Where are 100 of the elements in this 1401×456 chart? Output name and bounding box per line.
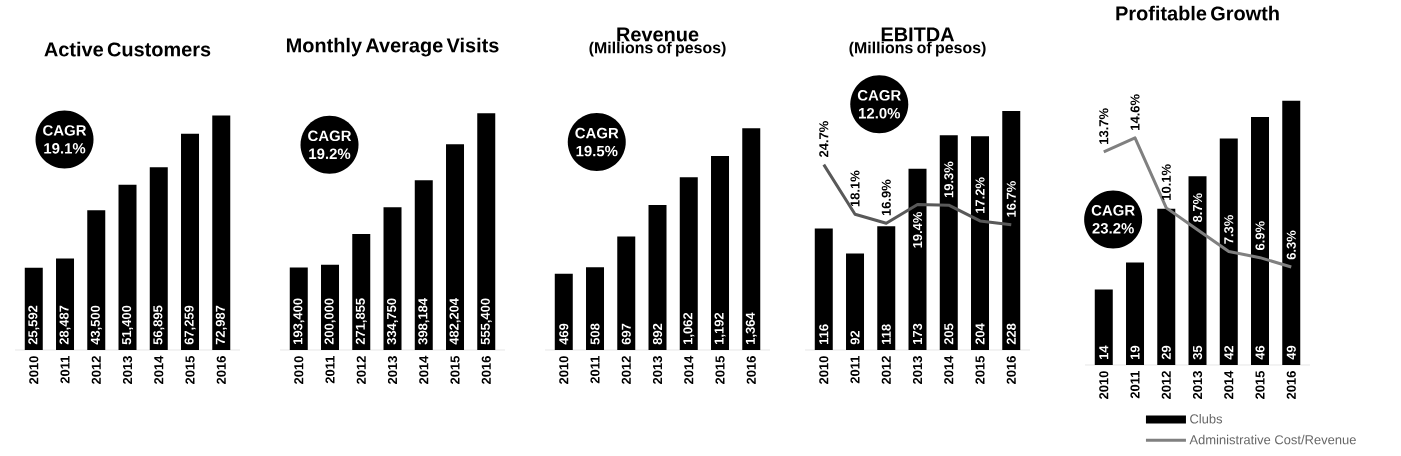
x-tick-label: 2015 [975, 356, 985, 384]
annotation: CAGR 19.1% [43, 125, 87, 154]
data-label: 19 [1130, 345, 1140, 359]
data-label: 49 [1286, 345, 1296, 360]
x-tick-label: 2015 [185, 356, 195, 384]
bar [477, 113, 496, 350]
data-label: 17.2% [975, 177, 985, 213]
data-label: 271,855 [355, 298, 367, 345]
bar [648, 204, 667, 350]
x-tick-label: 2014 [684, 355, 694, 384]
bar [742, 128, 761, 350]
data-label: 204 [975, 323, 985, 345]
bar [846, 253, 865, 350]
chart-title: EBITDA [881, 27, 955, 42]
chart-title: Revenue [617, 27, 699, 42]
data-label: 25,592 [28, 305, 40, 345]
x-tick-label: 2013 [1192, 371, 1203, 399]
chart-title: Monthly Average Visits [286, 37, 499, 57]
data-label: 697 [621, 323, 631, 345]
data-label: 1,364 [745, 312, 757, 344]
bar [56, 258, 75, 350]
bar [1251, 117, 1270, 365]
x-tick-label: 2013 [122, 356, 133, 384]
data-label: 42 [1224, 345, 1234, 360]
data-label: 29 [1161, 345, 1171, 360]
bar [1094, 289, 1113, 365]
x-tick-label: 2012 [881, 356, 891, 384]
data-label: 469 [559, 323, 569, 345]
bar [617, 236, 636, 350]
bar [181, 133, 200, 350]
data-label: 173 [912, 323, 923, 344]
bar [814, 228, 833, 350]
bar [446, 144, 465, 350]
chart-title: Active Customers [44, 41, 211, 57]
bar [212, 115, 231, 350]
data-label: 43,500 [90, 305, 102, 345]
data-label: 116 [819, 324, 829, 344]
x-tick-label: 2010 [559, 356, 569, 384]
x-tick-label: 2014 [944, 355, 954, 384]
data-label: 56,895 [153, 305, 165, 345]
bar [554, 273, 573, 350]
bar [939, 135, 958, 350]
bar [586, 267, 605, 350]
x-tick-label: 2016 [1286, 371, 1296, 399]
data-label: 14 [1099, 345, 1109, 359]
data-label: 16.9% [881, 179, 891, 216]
data-label: 6.9% [1255, 221, 1265, 250]
data-label: 24.7% [819, 121, 829, 158]
x-tick-label: 2013 [912, 356, 923, 384]
data-label: 205 [944, 323, 954, 345]
x-tick-label: 2016 [1006, 356, 1016, 384]
annotation: CAGR 23.2% [1091, 205, 1135, 234]
legend-label: Administrative Cost/Revenue [1189, 434, 1356, 445]
data-label: 200,000 [324, 298, 336, 345]
data-label: 14.6% [1130, 94, 1140, 130]
data-label: 18.1% [850, 170, 860, 207]
bar [1188, 176, 1207, 365]
x-tick-label: 2012 [621, 356, 631, 384]
x-tick-label: 2015 [450, 356, 460, 384]
bar [971, 136, 990, 350]
x-tick-label: 2015 [715, 356, 725, 384]
data-label: 92 [850, 330, 860, 345]
bar [1126, 262, 1145, 365]
x-tick-label: 2012 [1161, 371, 1171, 399]
annotation: CAGR 12.0% [857, 90, 901, 119]
x-tick-label: 2013 [652, 356, 663, 384]
data-label: 398,184 [418, 298, 430, 345]
chart-subtitle: (Millions of pesos) [589, 41, 726, 57]
x-tick-label: 2016 [746, 356, 756, 384]
data-label: 8.7% [1192, 193, 1203, 223]
annotation: CAGR 19.5% [575, 127, 619, 157]
bar [1157, 208, 1176, 365]
x-tick-label: 2016 [216, 356, 226, 384]
bar [711, 156, 730, 350]
x-tick-label: 2014 [154, 355, 164, 384]
bar [149, 167, 168, 350]
data-label: 508 [590, 323, 600, 345]
data-label: 72,987 [215, 305, 227, 345]
data-label: 334,750 [386, 298, 399, 345]
chart-title: Profitable Growth [1116, 5, 1279, 21]
bar [908, 168, 927, 350]
x-tick-label: 2010 [819, 356, 829, 384]
bar [414, 180, 433, 350]
annotation: CAGR 19.2% [308, 130, 352, 160]
data-label: 892 [652, 323, 663, 345]
bar [118, 184, 137, 350]
legend-label: Clubs [1190, 413, 1223, 424]
data-label: 13.7% [1099, 108, 1109, 144]
bar [87, 210, 106, 350]
chart-subtitle: (Millions of pesos) [849, 41, 986, 57]
data-label: 1,192 [714, 312, 726, 344]
data-label: 6.3% [1286, 230, 1296, 260]
x-tick-label: 2012 [356, 356, 366, 384]
data-label: 482,204 [449, 298, 461, 345]
data-label: 46 [1255, 345, 1265, 360]
bar [877, 226, 896, 350]
x-tick-label: 2011 [590, 355, 600, 384]
x-tick-label: 2010 [29, 356, 39, 384]
x-tick-label: 2011 [850, 355, 860, 384]
x-tick-label: 2014 [1224, 370, 1234, 399]
